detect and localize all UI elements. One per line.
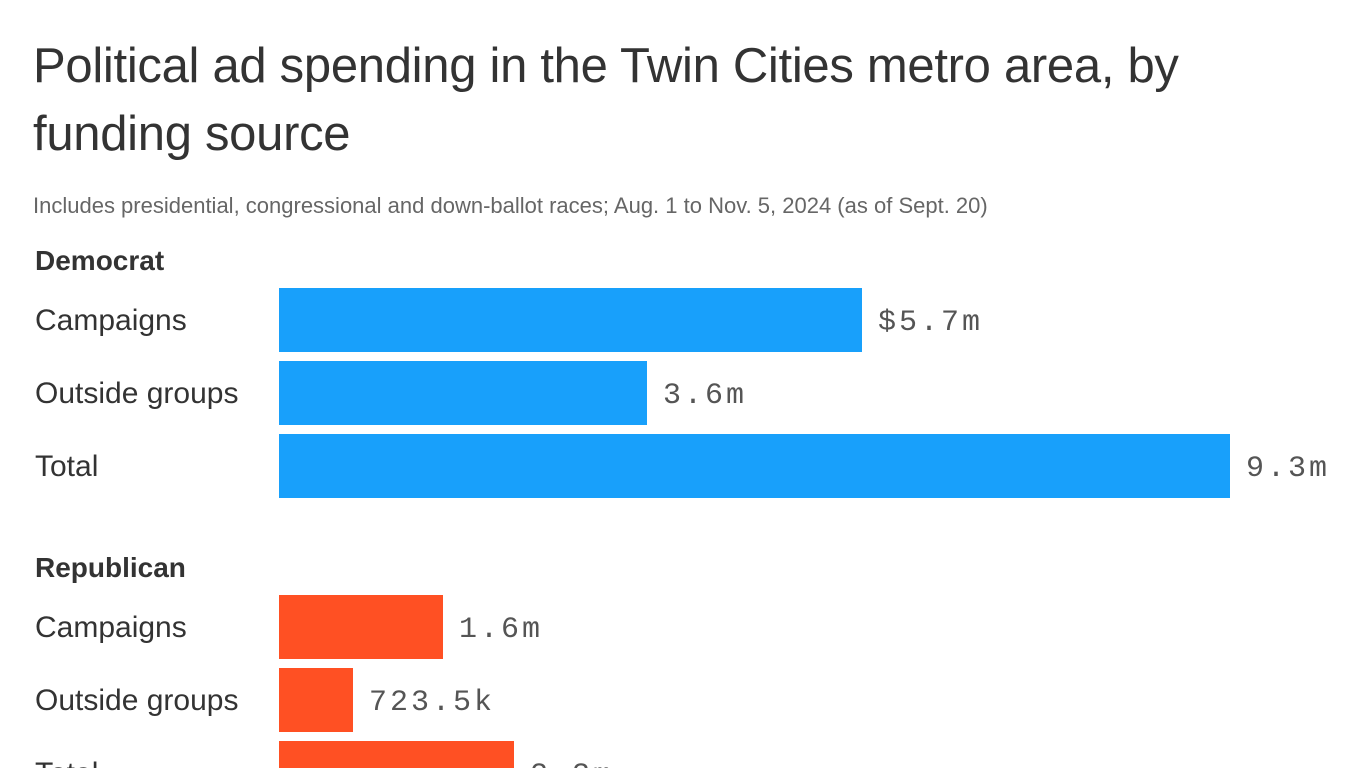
category-label-democrat-total: Total xyxy=(35,450,98,483)
group-label-republican: Republican xyxy=(35,552,186,583)
bar-democrat-total xyxy=(279,434,1230,498)
group-label-democrat: Democrat xyxy=(35,245,164,276)
chart-subtitle: Includes presidential, congressional and… xyxy=(33,193,988,218)
bar-republican-total xyxy=(279,741,514,768)
category-label-republican-total: Total xyxy=(35,757,98,768)
value-label-democrat-outside-groups: 3.6m xyxy=(663,379,747,413)
category-label-democrat-outside-groups: Outside groups xyxy=(35,377,238,410)
bar-democrat-campaigns xyxy=(279,288,862,352)
category-label-republican-outside-groups: Outside groups xyxy=(35,684,238,717)
value-label-republican-total: 2.3m xyxy=(530,759,614,768)
value-label-republican-outside-groups: 723.5k xyxy=(369,686,495,720)
bar-republican-outside-groups xyxy=(279,668,353,732)
value-label-democrat-campaigns: $5.7m xyxy=(878,306,983,340)
category-label-democrat-campaigns: Campaigns xyxy=(35,304,187,337)
bar-democrat-outside-groups xyxy=(279,361,647,425)
bar-republican-campaigns xyxy=(279,595,443,659)
value-label-republican-campaigns: 1.6m xyxy=(459,613,543,647)
chart-title: Political ad spending in the Twin Cities… xyxy=(33,39,1179,161)
category-label-republican-campaigns: Campaigns xyxy=(35,611,187,644)
value-label-democrat-total: 9.3m xyxy=(1246,452,1330,486)
